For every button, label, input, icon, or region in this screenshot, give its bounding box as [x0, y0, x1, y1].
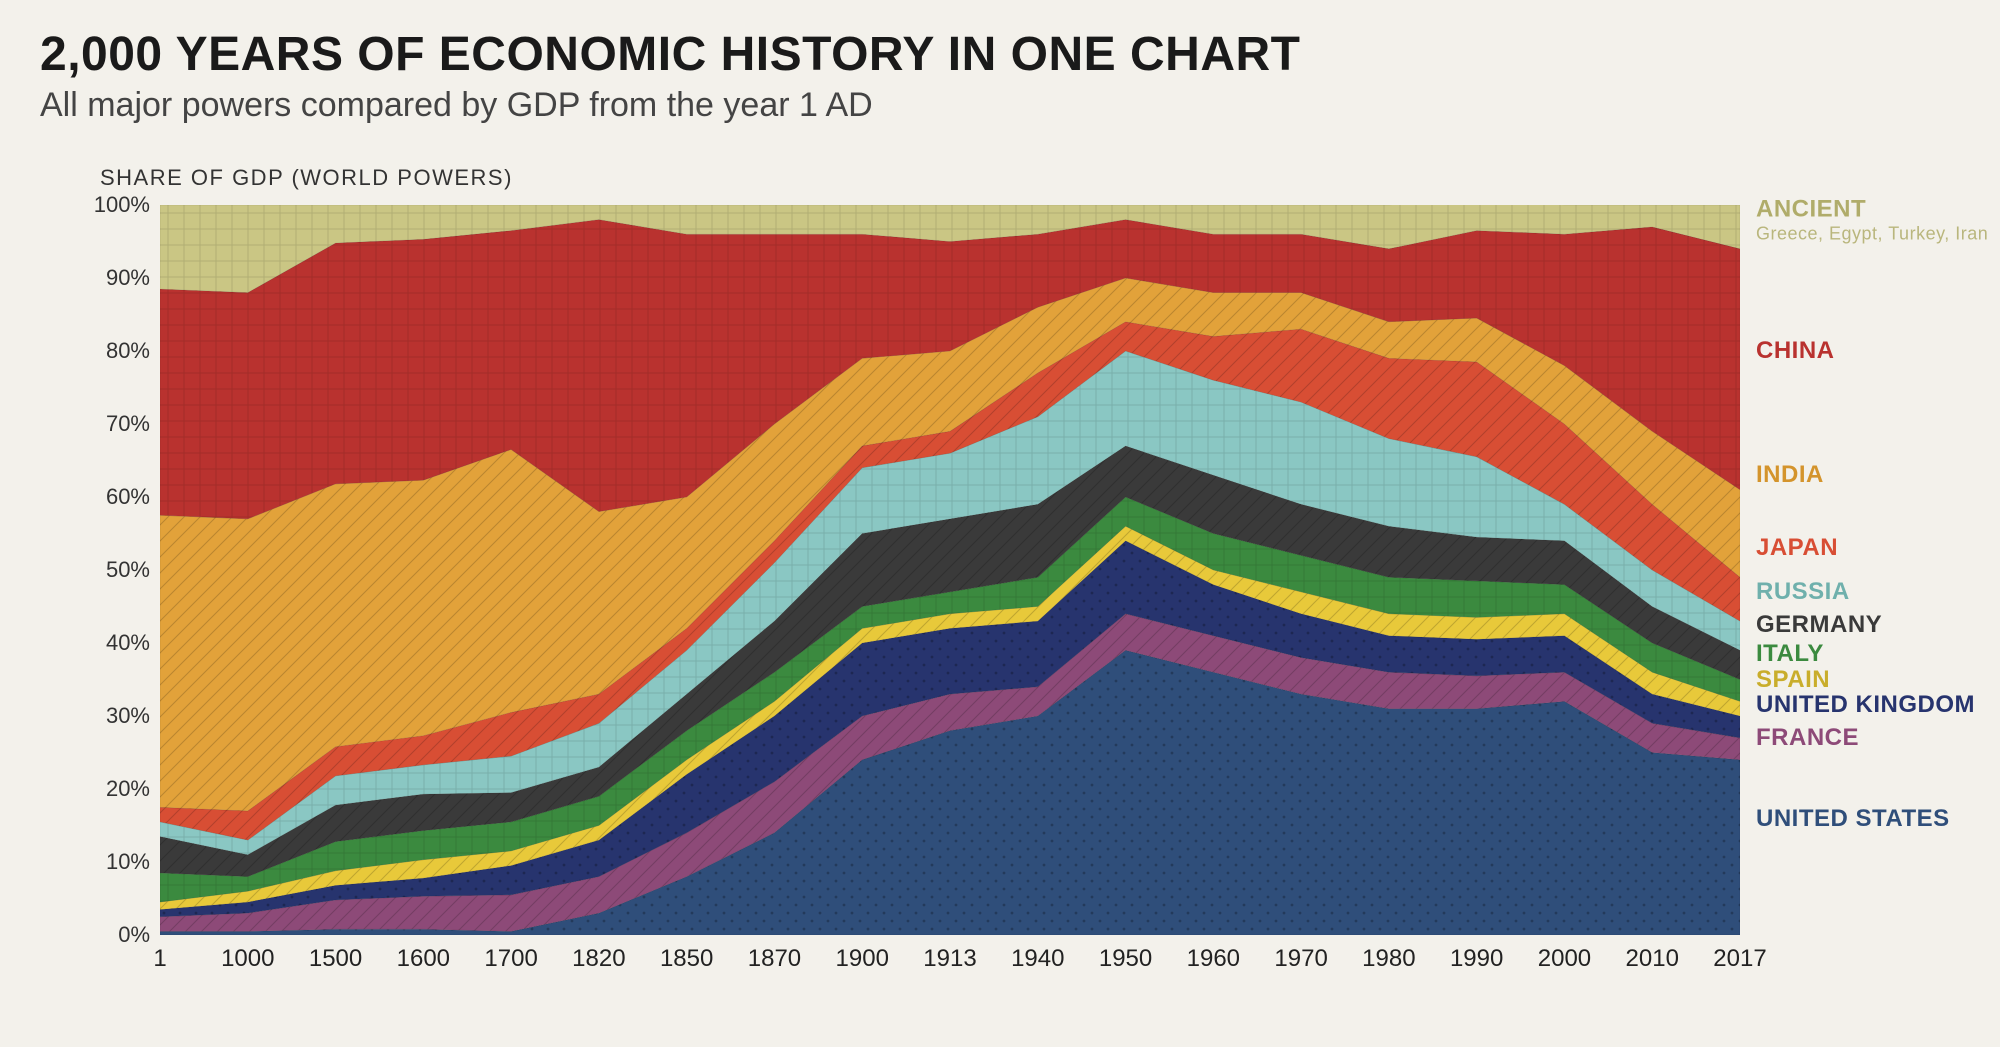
legend-label: SPAIN: [1756, 666, 1830, 693]
ytick: 40%: [106, 630, 160, 656]
ytick: 30%: [106, 703, 160, 729]
chart-zone: 0%10%20%30%40%50%60%70%80%90%100%1100015…: [160, 205, 1740, 935]
legend-label: FRANCE: [1756, 724, 1859, 751]
legend-russia: RUSSIA: [1756, 578, 1850, 606]
xtick: 1980: [1362, 935, 1415, 973]
legend-label: CHINA: [1756, 337, 1835, 364]
legend-germany: GERMANY: [1756, 611, 1882, 639]
legend-japan: JAPAN: [1756, 534, 1838, 562]
xtick: 1900: [836, 935, 889, 973]
chart-subtitle: All major powers compared by GDP from th…: [40, 86, 1960, 125]
legend-label: GERMANY: [1756, 611, 1882, 638]
xtick: 1870: [748, 935, 801, 973]
xtick: 1820: [572, 935, 625, 973]
xtick: 1500: [309, 935, 362, 973]
legend-label: ITALY: [1756, 640, 1824, 667]
legend-ancient: ANCIENTGreece, Egypt, Turkey, Iran: [1756, 195, 1988, 244]
ytick: 60%: [106, 484, 160, 510]
xtick: 1950: [1099, 935, 1152, 973]
legend-spain: SPAIN: [1756, 666, 1830, 694]
legend-india: INDIA: [1756, 461, 1824, 489]
legend-label: UNITED KINGDOM: [1756, 691, 1975, 718]
ytick: 10%: [106, 849, 160, 875]
legend-label: INDIA: [1756, 461, 1824, 488]
yaxis-title: SHARE OF GDP (WORLD POWERS): [100, 165, 1960, 191]
legend-label: JAPAN: [1756, 534, 1838, 561]
ytick: 50%: [106, 557, 160, 583]
legend-label: UNITED STATES: [1756, 805, 1950, 832]
legend-france: FRANCE: [1756, 724, 1859, 752]
xtick: 1970: [1274, 935, 1327, 973]
ytick: 70%: [106, 411, 160, 437]
xtick: 1940: [1011, 935, 1064, 973]
ytick: 100%: [94, 192, 160, 218]
ytick: 80%: [106, 338, 160, 364]
legend-label: RUSSIA: [1756, 578, 1850, 605]
chart-title: 2,000 YEARS OF ECONOMIC HISTORY IN ONE C…: [40, 30, 1960, 80]
xtick: 2017: [1713, 935, 1766, 973]
xtick: 1700: [484, 935, 537, 973]
xtick: 2000: [1538, 935, 1591, 973]
legend-italy: ITALY: [1756, 640, 1824, 668]
xtick: 1913: [923, 935, 976, 973]
xtick: 1960: [1187, 935, 1240, 973]
legend-us: UNITED STATES: [1756, 805, 1950, 833]
xtick: 1: [153, 935, 166, 973]
legend-label: ANCIENT: [1756, 195, 1866, 222]
ytick: 20%: [106, 776, 160, 802]
legend-sublabel: Greece, Egypt, Turkey, Iran: [1756, 223, 1988, 244]
legend-uk: UNITED KINGDOM: [1756, 691, 1975, 719]
stacked-area-chart: [160, 205, 1740, 935]
xtick: 1600: [397, 935, 450, 973]
xtick: 1850: [660, 935, 713, 973]
xtick: 1000: [221, 935, 274, 973]
ytick: 90%: [106, 265, 160, 291]
xtick: 1990: [1450, 935, 1503, 973]
xtick: 2010: [1626, 935, 1679, 973]
legend-china: CHINA: [1756, 337, 1835, 365]
